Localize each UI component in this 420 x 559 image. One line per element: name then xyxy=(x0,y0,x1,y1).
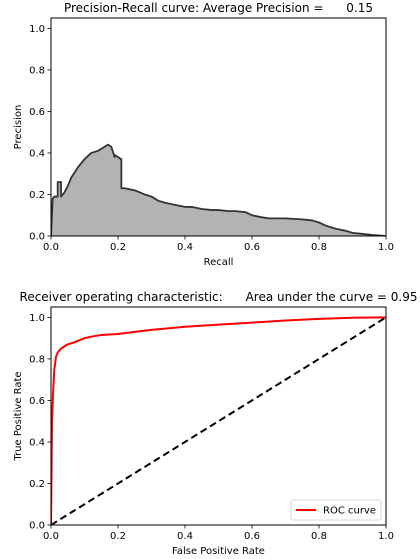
y-tick-label: 0.6 xyxy=(29,107,45,118)
axes-frame xyxy=(50,306,387,526)
x-tick-label: 0.2 xyxy=(110,531,126,542)
plot-area xyxy=(51,316,386,525)
x-tick-label: 0.0 xyxy=(43,242,59,253)
x-tick-label: 0.6 xyxy=(244,531,260,542)
plot-background xyxy=(51,307,386,525)
y-tick-label: 0.2 xyxy=(29,190,45,201)
chart-title: Precision-Recall curve: Average Precisio… xyxy=(64,1,373,15)
x-tick-label: 0.0 xyxy=(43,531,59,542)
plot-area xyxy=(51,143,386,236)
precision-recall-line xyxy=(51,143,386,236)
y-tick-label: 0.2 xyxy=(29,479,45,490)
x-tick-label: 1.0 xyxy=(378,242,394,253)
legend-box xyxy=(290,499,382,521)
y-tick-label: 0.0 xyxy=(29,521,45,532)
axes-frame xyxy=(50,17,387,237)
precision-recall-chart: 0.0 0.2 0.4 0.6 0.8 1.0 0.0 0.2 0.4 0.6 0.8 1.0 Reca… xyxy=(13,1,394,268)
y-tick-label: 0.4 xyxy=(29,148,45,159)
y-tick-label: 0.6 xyxy=(29,396,45,407)
y-tick-label: 0.0 xyxy=(29,232,45,243)
chart-title: Receiver operating characteristic: Area … xyxy=(20,290,418,304)
x-tick-label: 0.8 xyxy=(311,531,327,542)
roc-chart: 0.0 0.2 0.4 0.6 0.8 1.0 0.0 0.2 0.4 0.6 0.8 1.0 Fals… xyxy=(13,290,417,557)
x-tick-label: 0.4 xyxy=(177,242,193,253)
y-tick-label: 1.0 xyxy=(29,313,45,324)
x-axis-label: Recall xyxy=(204,257,234,268)
precision-recall-area xyxy=(51,144,386,236)
y-axis-label: True Positive Rate xyxy=(13,371,24,461)
roc-curve-line xyxy=(51,316,386,525)
x-tick-label: 0.6 xyxy=(244,242,260,253)
x-axis-label: False Positive Rate xyxy=(172,546,265,557)
x-tick-label: 0.2 xyxy=(110,242,126,253)
y-tick-label: 0.8 xyxy=(29,65,45,76)
x-tick-label: 0.4 xyxy=(177,531,193,542)
legend-label: ROC curve xyxy=(323,506,376,517)
y-tick-label: 0.4 xyxy=(29,437,45,448)
y-tick-label: 0.8 xyxy=(29,354,45,365)
x-tick-label: 0.8 xyxy=(311,242,327,253)
y-axis-label: Precision xyxy=(13,105,24,150)
y-tick-label: 1.0 xyxy=(29,24,45,35)
x-tick-label: 1.0 xyxy=(378,531,394,542)
